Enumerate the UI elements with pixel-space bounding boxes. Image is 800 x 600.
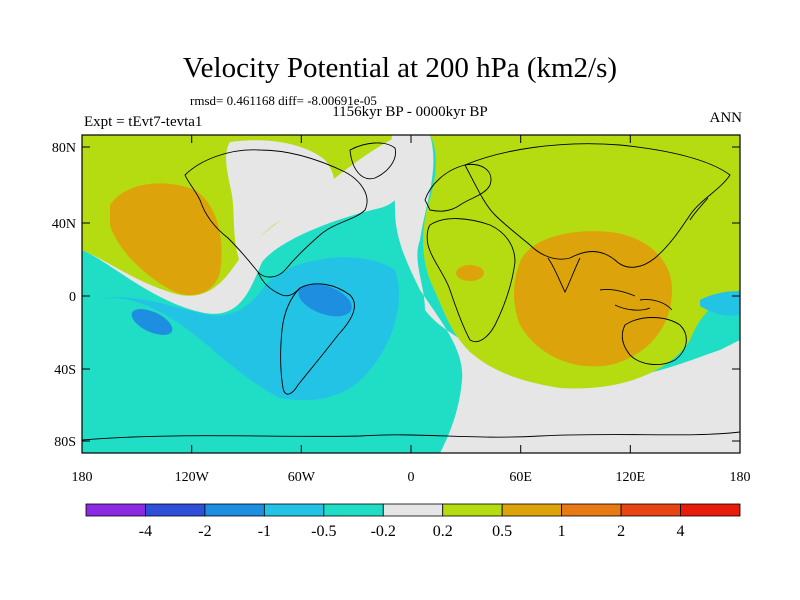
lon-tick-label: 0: [408, 470, 415, 485]
colorbar-swatch: [204, 503, 265, 517]
lon-tick-label: 180: [72, 470, 93, 485]
colorbar-swatch: [323, 503, 384, 517]
colorbar-label: 4: [677, 523, 685, 540]
colorbar-label: -0.5: [311, 523, 336, 540]
colorbar-label: 0.5: [492, 523, 512, 540]
lat-tick-label: 40N: [52, 217, 76, 232]
lat-tick-label: 40S: [54, 363, 76, 378]
colorbar-label: 0.2: [433, 523, 453, 540]
region-orange-small: [456, 265, 484, 281]
region-orange-warmpool: [514, 231, 672, 367]
colorbar-swatch: [263, 503, 325, 517]
region-blue-south-pacific: [131, 309, 173, 335]
region-blue-brazil: [298, 283, 352, 317]
colorbar-label: -2: [198, 523, 211, 540]
colorbar-swatch: [145, 503, 206, 517]
plot-title: Velocity Potential at 200 hPa (km2/s): [182, 52, 618, 84]
lat-tick-label: 80S: [54, 435, 76, 450]
colorbar-swatch: [442, 503, 503, 517]
region-orange-ne-pacific: [110, 183, 222, 296]
region-neutral-canada: [226, 140, 335, 262]
lon-tick-label: 180: [730, 470, 751, 485]
experiment-label: Expt = tEvt7-tevta1: [84, 114, 203, 130]
colorbar-swatch: [561, 503, 622, 517]
lat-tick-label: 0: [69, 290, 76, 305]
season-label: ANN: [709, 110, 743, 126]
colorbar-swatch: [501, 503, 563, 517]
colorbar-swatch: [85, 503, 146, 517]
stats-line: rmsd= 0.461168 diff= -8.00691e-05: [190, 93, 377, 108]
colorbar-swatch: [382, 503, 444, 517]
colorbar-label: -0.2: [371, 523, 396, 540]
colorbar-label: 1: [558, 523, 566, 540]
colorbar-swatch: [620, 503, 681, 517]
lon-tick-label: 120E: [616, 470, 646, 485]
latitude-axis: 80N 40N 0 40S 80S: [52, 141, 740, 450]
region-neutral-atlantic: [391, 135, 740, 453]
coastlines: [82, 142, 740, 441]
lon-tick-label: 60W: [288, 470, 316, 485]
region-lightblue-dateline: [700, 291, 740, 316]
colorbar-label: -4: [139, 523, 152, 540]
lat-tick-label: 80N: [52, 141, 76, 156]
lon-tick-label: 60E: [509, 470, 532, 485]
colorbar-label: 2: [617, 523, 625, 540]
colorbar: -4 -2 -1 -0.5 -0.2 0.2 0.5 1 2 4: [85, 503, 741, 540]
colorbar-label: -1: [258, 523, 271, 540]
longitude-axis: 180 120W 60W 0 60E 120E 180: [72, 135, 751, 485]
contour-field: [82, 135, 740, 453]
plot-subtitle: 1156kyr BP - 0000kyr BP: [332, 104, 488, 120]
colorbar-swatch: [680, 503, 741, 517]
lon-tick-label: 120W: [175, 470, 210, 485]
